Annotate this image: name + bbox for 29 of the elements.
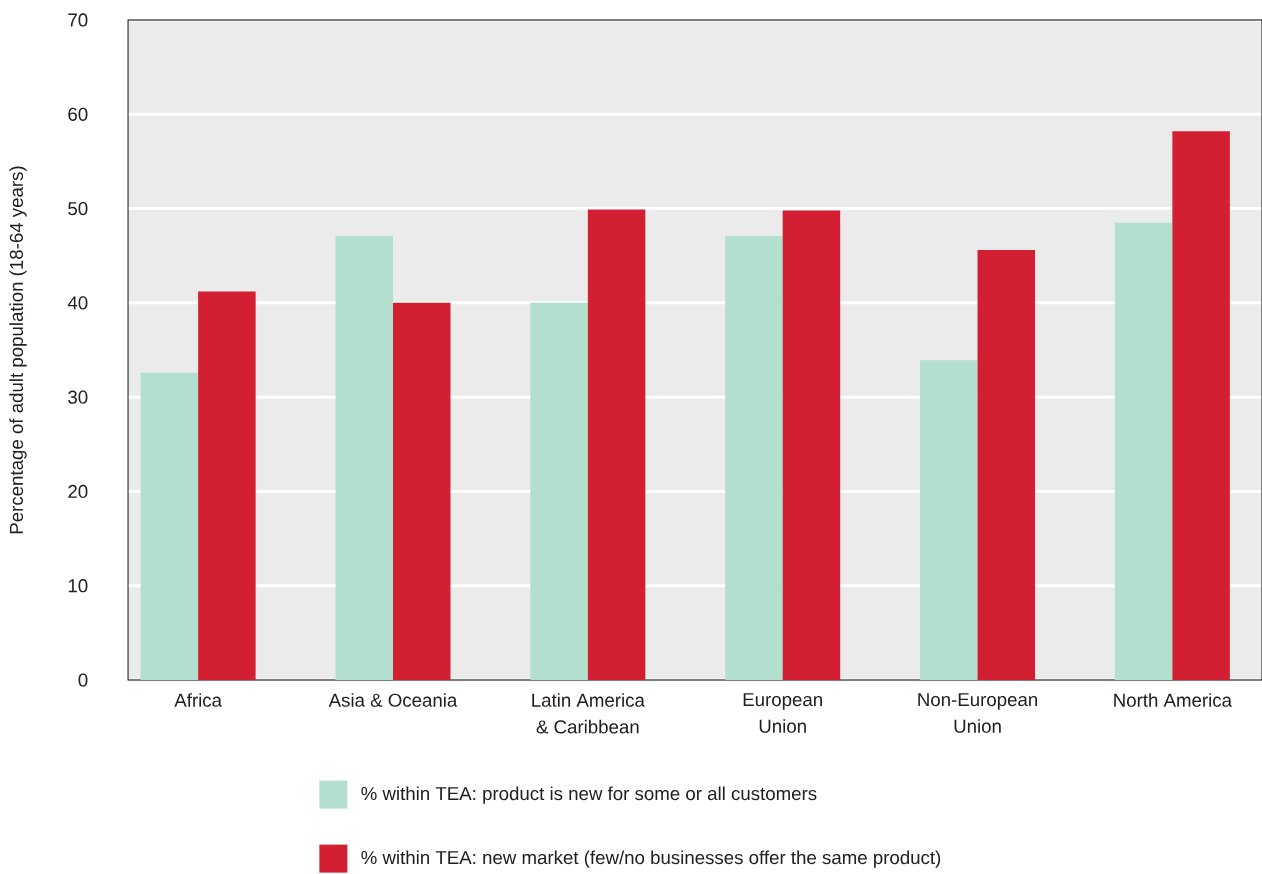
bar	[920, 360, 978, 680]
y-axis-title: Percentage of adult population (18-64 years)	[9, 166, 27, 534]
bar	[725, 235, 783, 680]
x-tick-label: Asia & Oceania	[328, 693, 458, 707]
bar	[1114, 222, 1173, 680]
x-tick-label: Non-European Union	[918, 693, 1038, 733]
bar	[198, 291, 256, 680]
bar	[977, 250, 1036, 680]
legend-label: % within TEA: new market (few/no businesses offer the same product)	[361, 850, 941, 868]
x-tick-label: Africa	[174, 693, 223, 707]
y-tick-label: 50	[68, 201, 88, 216]
y-tick-label: 70	[68, 13, 88, 27]
bar	[530, 302, 588, 680]
bar	[335, 235, 393, 680]
x-tick-label: European Union	[743, 693, 822, 733]
bar	[782, 210, 841, 680]
y-tick-label: 30	[68, 390, 88, 404]
bar	[140, 372, 199, 680]
legend-label: % within TEA: product is new for some or all customers	[361, 786, 817, 804]
bar	[587, 209, 646, 680]
y-tick-label: 0	[78, 673, 88, 687]
y-tick-label: 20	[68, 484, 88, 499]
y-tick-label: 40	[67, 296, 88, 310]
x-tick-label: North America	[1114, 693, 1233, 707]
x-tick-label: Latin America & Caribbean	[532, 693, 645, 734]
y-tick-label: 10	[68, 579, 88, 593]
bar	[392, 302, 451, 680]
bar	[1172, 131, 1230, 680]
y-tick-label: 60	[68, 107, 88, 121]
